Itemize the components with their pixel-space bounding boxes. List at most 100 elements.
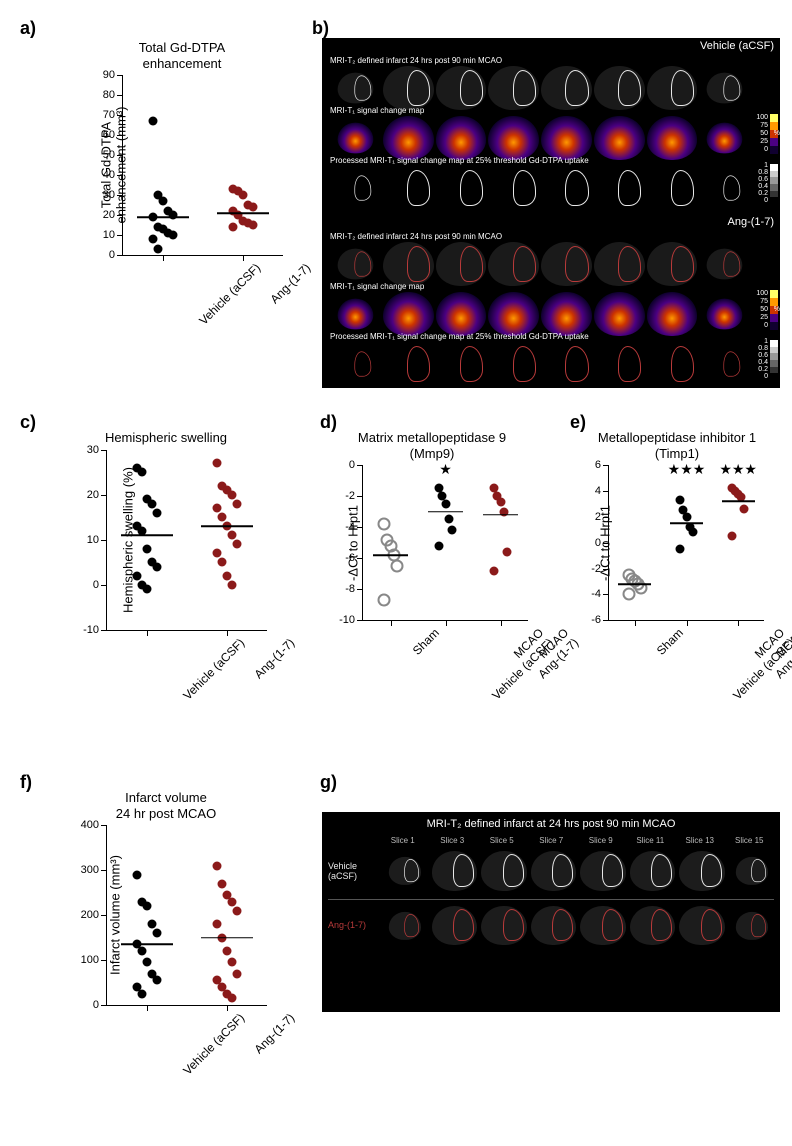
- data-point: [223, 947, 232, 956]
- brain-slice: [488, 166, 539, 210]
- data-point: [676, 545, 685, 554]
- ytick-label: 400: [81, 819, 107, 831]
- panel-b-label: b): [312, 18, 329, 39]
- colorbar-label: 50: [760, 130, 768, 137]
- panel-d-title: Matrix metallopeptidase 9 (Mmp9): [322, 430, 542, 461]
- significance-stars: ★★★: [668, 461, 706, 478]
- colorbar-label: 100: [756, 290, 768, 297]
- ytick-label: 0: [595, 537, 609, 549]
- data-point: [149, 117, 158, 126]
- panel-g-label: g): [320, 772, 337, 793]
- ytick-label: 0: [93, 999, 107, 1011]
- data-point: [168, 231, 177, 240]
- panel-f-ylabel: Infarct volume (mm³): [107, 855, 122, 975]
- brain-slice: [338, 249, 374, 280]
- data-point: [168, 211, 177, 220]
- mri-row-label: Vehicle (aCSF): [328, 861, 378, 881]
- colorbar-label: 0.8: [758, 345, 768, 352]
- ytick-label: 300: [81, 864, 107, 876]
- data-point: [377, 518, 390, 531]
- brain-slice: [707, 73, 743, 104]
- ytick-label: 40: [103, 169, 123, 181]
- data-point: [248, 203, 257, 212]
- data-point: [133, 870, 142, 879]
- brain-slice: [707, 173, 743, 204]
- data-point: [444, 515, 453, 524]
- ytick-label: 10: [87, 534, 107, 546]
- data-point: [448, 526, 457, 535]
- data-point: [496, 498, 505, 507]
- data-point: [682, 512, 691, 521]
- brain-slice: [594, 66, 645, 110]
- brain-slice: [383, 166, 434, 210]
- median-line: [483, 514, 518, 516]
- brain-slice: [594, 116, 645, 160]
- colorbar-label: 75: [760, 298, 768, 305]
- panel-c-ylabel: Hemispheric swelling (%): [120, 467, 135, 613]
- data-point: [232, 540, 241, 549]
- colorbar-label: 0.8: [758, 169, 768, 176]
- median-line: [428, 511, 463, 513]
- mri-slice-row: [326, 342, 754, 386]
- median-line: [722, 501, 755, 503]
- data-point: [147, 499, 156, 508]
- brain-slice: [389, 911, 421, 939]
- panel-e-chart: Metallopeptidase inhibitor 1 (Timp1) -ΔC…: [572, 430, 782, 621]
- ytick-label: 90: [103, 69, 123, 81]
- median-line: [121, 534, 172, 536]
- brain-slice: [488, 242, 539, 286]
- significance-stars: ★★★: [719, 461, 757, 478]
- data-point: [143, 902, 152, 911]
- brain-slice: [531, 906, 577, 946]
- median-line: [217, 212, 268, 214]
- x-category-label: Vehicle (aCSF): [175, 630, 248, 703]
- brain-slice: [707, 123, 743, 154]
- data-point: [213, 861, 222, 870]
- mri-row-label: Ang-(1-7): [328, 920, 378, 930]
- brain-slice: [383, 342, 434, 386]
- ytick-label: -4: [345, 521, 363, 533]
- ytick-label: -6: [591, 614, 609, 626]
- slice-label: Slice 11: [626, 836, 676, 845]
- brain-slice: [580, 851, 626, 891]
- data-point: [489, 566, 498, 575]
- data-point: [154, 245, 163, 254]
- brain-slice: [735, 857, 767, 885]
- mri-group-title: Vehicle (aCSF): [700, 40, 774, 52]
- colorbar-label: 0: [764, 373, 768, 380]
- data-point: [152, 929, 161, 938]
- brain-slice: [679, 851, 725, 891]
- brain-slice: [432, 851, 478, 891]
- panel-a-ylabel: Total Gd-DTPA enhancement (mm³): [99, 107, 129, 224]
- data-point: [232, 499, 241, 508]
- data-point: [223, 571, 232, 580]
- brain-slice: [541, 242, 592, 286]
- slice-label: Slice 7: [527, 836, 577, 845]
- data-point: [227, 531, 236, 540]
- data-point: [688, 528, 697, 537]
- ytick-label: 80: [103, 89, 123, 101]
- ytick-label: 4: [595, 485, 609, 497]
- panel-c-label: c): [20, 412, 36, 433]
- data-point: [149, 235, 158, 244]
- data-point: [213, 549, 222, 558]
- colorbar-label: 50: [760, 306, 768, 313]
- brain-slice: [481, 906, 527, 946]
- ytick-label: -2: [345, 490, 363, 502]
- data-point: [676, 496, 685, 505]
- ytick-label: 30: [87, 444, 107, 456]
- panel-g-title: MRI-T₂ defined infarct at 24 hrs post 90…: [322, 812, 780, 836]
- mri-slice-row: Ang-(1-7): [328, 906, 774, 946]
- data-point: [218, 558, 227, 567]
- mri-slice-row: [326, 166, 754, 210]
- brain-slice: [580, 906, 626, 946]
- slice-label: Slice 5: [477, 836, 527, 845]
- slice-label: Slice 13: [675, 836, 725, 845]
- colorbar-gray: [770, 340, 778, 380]
- brain-slice: [338, 173, 374, 204]
- median-line: [670, 523, 703, 525]
- slice-labels-row: Slice 1Slice 3Slice 5Slice 7Slice 9Slice…: [378, 836, 774, 845]
- panel-b-mri: Vehicle (aCSF)MRI-T₂ defined infarct 24 …: [322, 38, 780, 388]
- data-point: [227, 490, 236, 499]
- brain-slice: [436, 342, 487, 386]
